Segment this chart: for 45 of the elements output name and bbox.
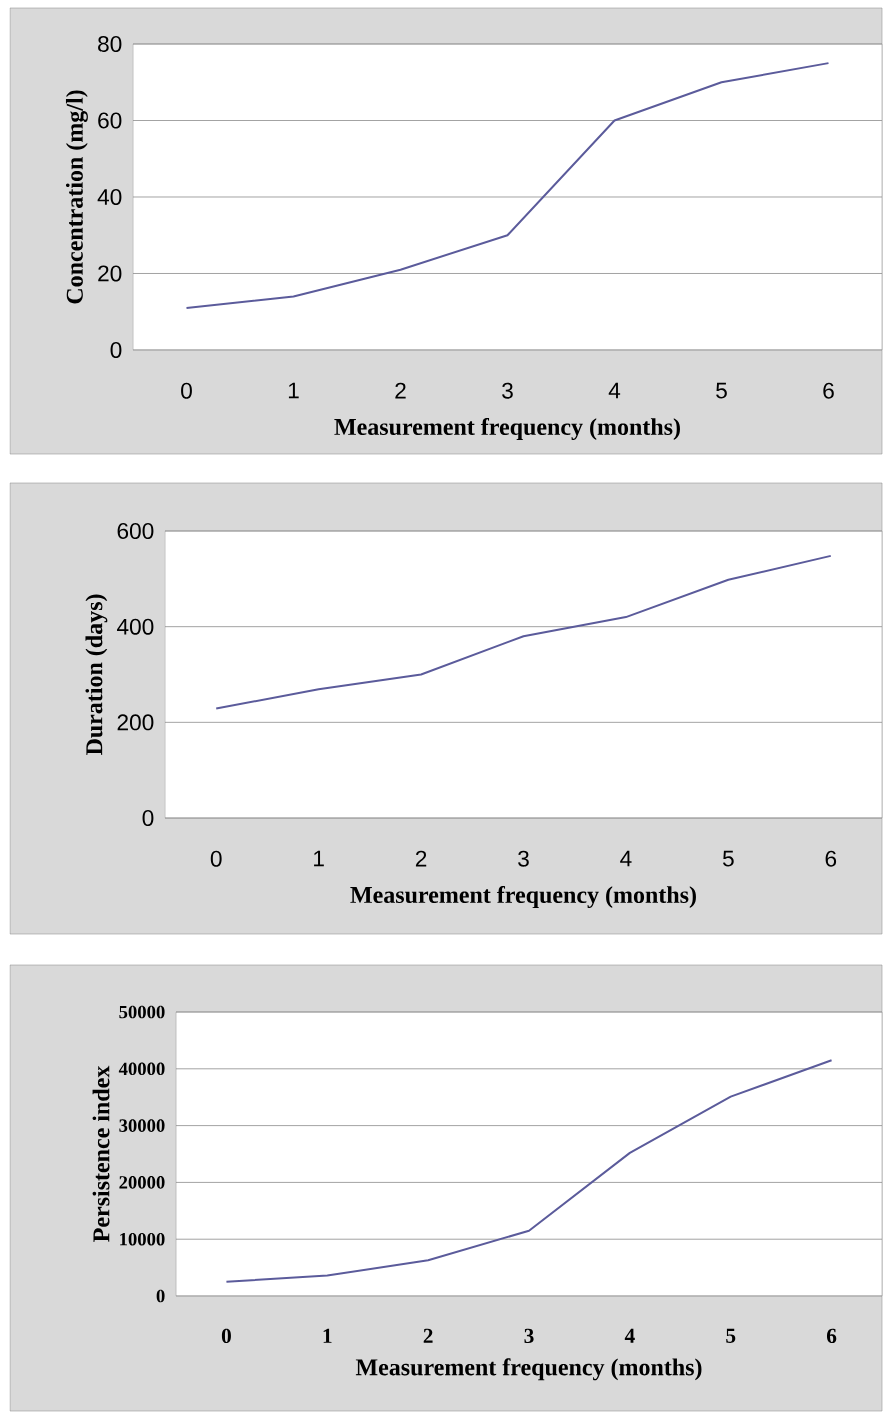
x-tick-label: 1 <box>288 382 299 399</box>
x-tick-label: 3 <box>524 1328 534 1344</box>
y-tick-label: 0 <box>142 809 154 827</box>
x-tick-label: 0 <box>181 382 192 399</box>
y-tick-label: 40000 <box>118 1062 165 1076</box>
line-series <box>225 1059 833 1283</box>
y-tick-label: 20 <box>98 265 122 282</box>
y-tick-label: 10000 <box>120 1232 165 1246</box>
x-tick-label: 4 <box>608 382 621 399</box>
x-tick-label: 4 <box>620 850 632 867</box>
y-tick-label: 50000 <box>119 1005 165 1019</box>
x-tick-label: 6 <box>823 382 834 399</box>
x-tick-label: 2 <box>423 1328 433 1343</box>
x-tick-label: 2 <box>415 850 427 867</box>
y-tick-label: 0 <box>156 1289 165 1303</box>
line-series <box>215 554 832 710</box>
x-tick-label: 5 <box>716 382 727 399</box>
y-tick-label: 400 <box>116 618 154 635</box>
x-tick-label: 1 <box>323 1328 332 1343</box>
x-axis-title: Measurement frequency (months) <box>334 417 680 440</box>
y-tick-label: 80 <box>98 35 122 53</box>
x-tick-label: 3 <box>518 850 529 867</box>
x-tick-label: 6 <box>826 1328 837 1344</box>
line-series <box>185 62 830 309</box>
x-tick-label: 2 <box>395 382 406 399</box>
y-tick-label: 40 <box>97 188 122 206</box>
x-tick-label: 5 <box>726 1328 736 1343</box>
x-axis-title: Measurement frequency (months) <box>355 1358 702 1381</box>
y-axis-title: Duration (days) <box>85 594 108 756</box>
x-tick-label: 0 <box>210 850 222 867</box>
y-tick-label: 30000 <box>119 1119 165 1132</box>
y-tick-label: 0 <box>110 341 122 359</box>
y-tick-label: 60 <box>98 112 122 129</box>
x-tick-label: 3 <box>502 382 513 399</box>
x-tick-label: 5 <box>722 850 734 867</box>
x-tick-label: 0 <box>221 1328 231 1344</box>
x-tick-label: 6 <box>825 850 837 867</box>
x-tick-label: 1 <box>314 850 324 867</box>
y-axis-title: Persistence index <box>92 1065 110 1242</box>
y-tick-label: 200 <box>117 714 154 731</box>
y-axis-title: Concentration (mg/l) <box>65 90 88 304</box>
x-tick-label: 4 <box>624 1328 635 1343</box>
y-tick-label: 20000 <box>119 1176 165 1189</box>
y-tick-label: 600 <box>117 522 154 540</box>
x-axis-title: Measurement frequency (months) <box>350 885 696 909</box>
